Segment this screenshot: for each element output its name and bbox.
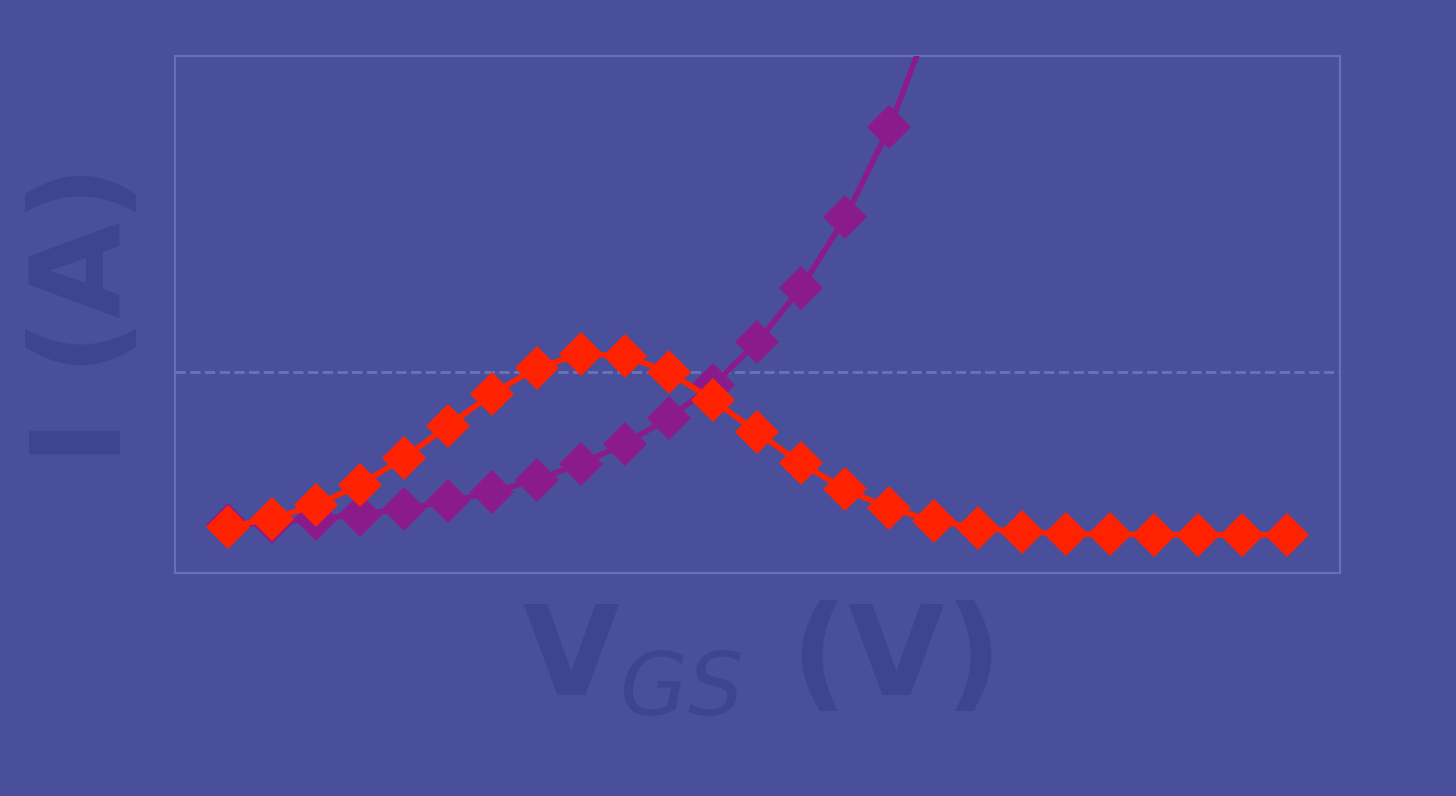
Y-axis label: I (A): I (A): [26, 164, 147, 465]
X-axis label: V$_{GS}$ (V): V$_{GS}$ (V): [521, 601, 993, 722]
